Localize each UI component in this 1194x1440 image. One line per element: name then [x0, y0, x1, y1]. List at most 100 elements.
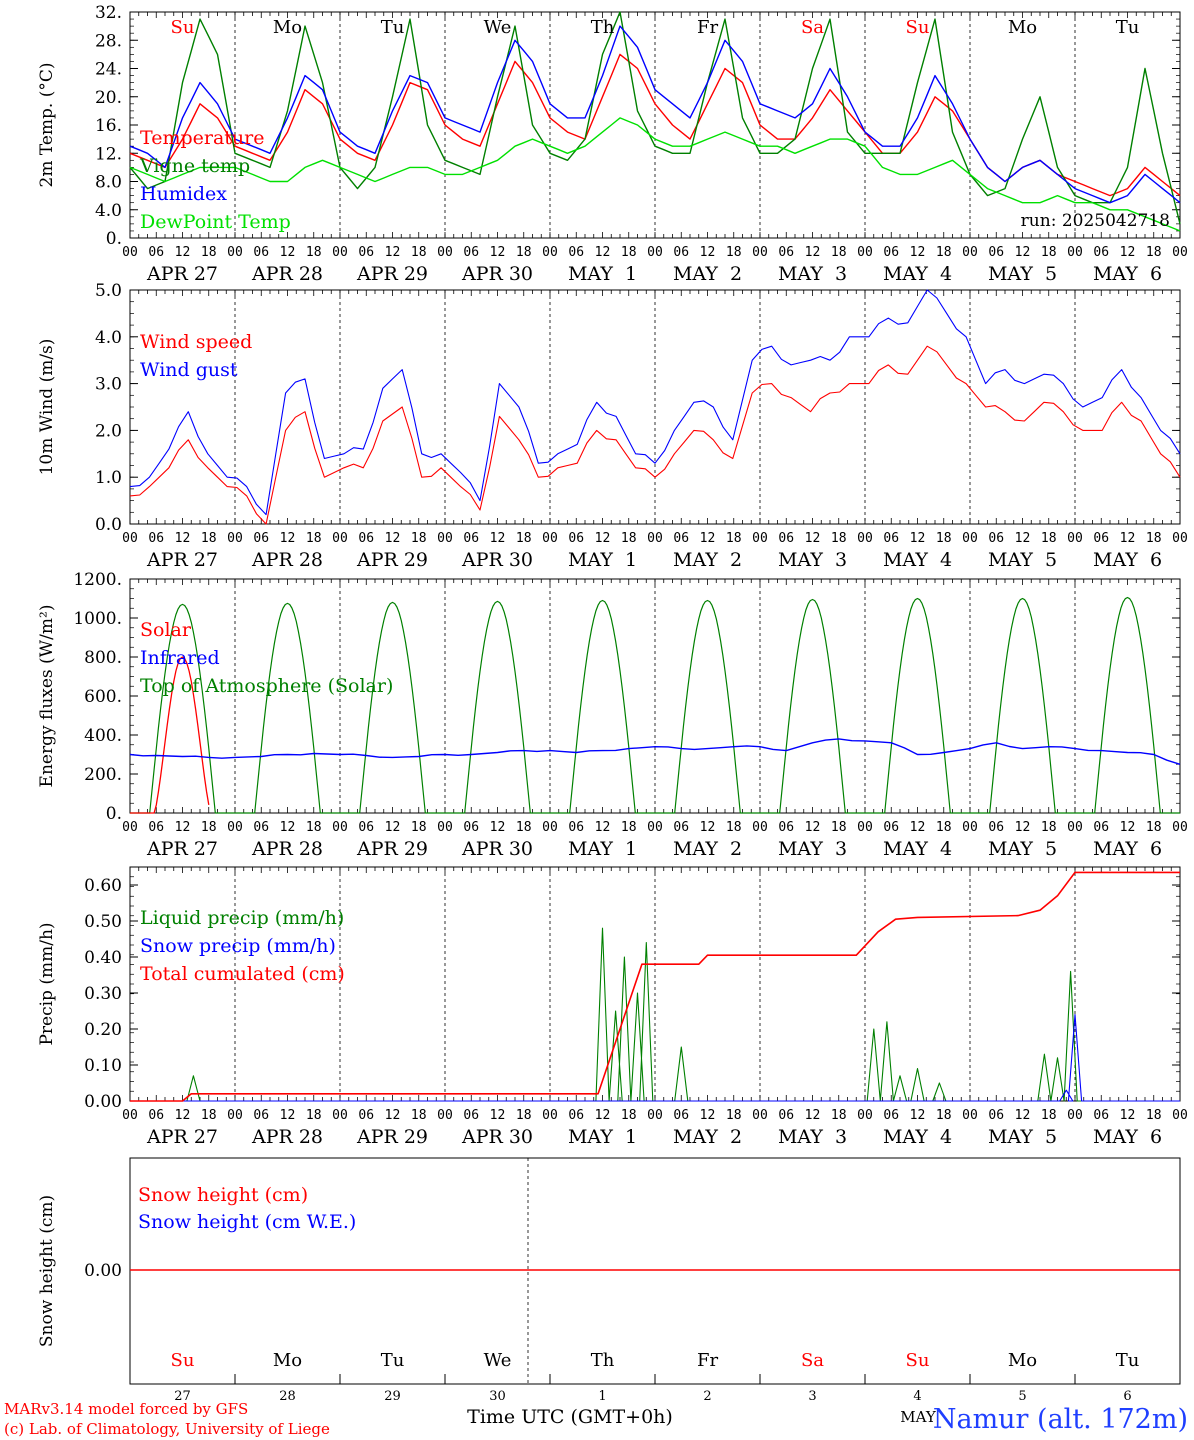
- hour-label: 00: [857, 820, 873, 835]
- day-number: 5: [1018, 1389, 1026, 1404]
- legend-temperature: Temperature: [140, 127, 264, 149]
- legend-snow-height-cm: Snow height (cm): [138, 1184, 308, 1206]
- day-abbrev: Tu: [381, 17, 405, 38]
- hour-label: 06: [148, 245, 164, 260]
- hour-label: 00: [962, 245, 978, 260]
- hour-label: 00: [437, 1108, 453, 1123]
- hour-label: 12: [1120, 531, 1136, 546]
- hour-label: 00: [122, 1108, 138, 1123]
- day-number: 29: [384, 1389, 401, 1404]
- hour-label: 00: [857, 245, 873, 260]
- hour-label: 00: [857, 531, 873, 546]
- hour-label: 18: [621, 820, 637, 835]
- wind-ylabel: 10m Wind (m/s): [37, 339, 57, 476]
- hour-label: 06: [148, 531, 164, 546]
- day-number: 4: [913, 1389, 921, 1404]
- y-tick-label: 4.0: [95, 201, 122, 221]
- date-label: APR 27: [146, 263, 218, 285]
- hour-label: 00: [962, 820, 978, 835]
- hour-label: 12: [805, 1108, 821, 1123]
- day-abbrev: Th: [591, 17, 615, 38]
- series-solar: [130, 656, 210, 814]
- hour-label: 00: [647, 245, 663, 260]
- precip-ylabel: Precip (mm/h): [37, 922, 57, 1045]
- hour-label: 12: [1015, 1108, 1031, 1123]
- day-abbrev: Fr: [697, 1350, 718, 1371]
- date-label: APR 28: [251, 549, 323, 571]
- date-label: APR 27: [146, 1126, 218, 1148]
- hour-label: 18: [516, 820, 532, 835]
- hour-label: 00: [122, 820, 138, 835]
- wind-panel: 00 06 12 18 00 06 12 18 00 06 12 18 00 06 12 18 00 06 12 18…: [37, 281, 1188, 571]
- hour-label: 12: [490, 245, 506, 260]
- date-label: MAY 1: [568, 838, 637, 860]
- hour-label: 06: [778, 1108, 794, 1123]
- y-tick-label: 0.00: [84, 1092, 122, 1112]
- legend-wind-gust: Wind gust: [140, 359, 238, 381]
- hour-label: 06: [988, 820, 1004, 835]
- day-abbrev: Sa: [801, 1350, 824, 1371]
- day-number: 3: [808, 1389, 816, 1404]
- y-tick-label: 12.: [95, 144, 122, 164]
- hour-label: 18: [306, 531, 322, 546]
- hour-label: 00: [752, 1108, 768, 1123]
- hour-label: 00: [1172, 245, 1188, 260]
- hour-label: 00: [122, 245, 138, 260]
- snow-panel: 0.00 Snow height (cm) Snow height (cm) Snow…: [37, 1157, 1181, 1404]
- y-tick-label: 1.0: [95, 468, 122, 488]
- hour-label: 00: [227, 820, 243, 835]
- date-label: MAY 6: [1093, 549, 1162, 571]
- energy-ylabel: Energy fluxes (W/m²): [37, 605, 57, 788]
- hour-label: 12: [175, 820, 191, 835]
- hour-label: 12: [700, 245, 716, 260]
- y-tick-label: 20.: [95, 88, 122, 108]
- hour-label: 18: [1041, 245, 1057, 260]
- hour-label: 18: [1041, 1108, 1057, 1123]
- hour-label: 18: [936, 531, 952, 546]
- y-tick-label: 0.20: [84, 1020, 122, 1040]
- hour-label: 06: [568, 820, 584, 835]
- date-label: APR 29: [356, 549, 428, 571]
- hour-label: 12: [805, 531, 821, 546]
- date-label: APR 27: [146, 549, 218, 571]
- hour-label: 12: [595, 531, 611, 546]
- hour-label: 12: [490, 531, 506, 546]
- y-tick-label: 0.10: [84, 1056, 122, 1076]
- hour-label: 18: [936, 1108, 952, 1123]
- y-tick-label: 2.0: [95, 421, 122, 441]
- hour-label: 06: [673, 245, 689, 260]
- date-label: APR 30: [461, 838, 533, 860]
- legend-snow-precip-mm-h: Snow precip (mm/h): [140, 935, 336, 957]
- hour-label: 12: [1015, 531, 1031, 546]
- date-label: MAY 5: [988, 838, 1057, 860]
- date-label: APR 30: [461, 1126, 533, 1148]
- hour-label: 06: [673, 820, 689, 835]
- hour-label: 12: [280, 1108, 296, 1123]
- hour-label: 18: [936, 820, 952, 835]
- date-label: APR 29: [356, 263, 428, 285]
- hour-label: 18: [621, 1108, 637, 1123]
- day-abbrev: Mo: [1008, 17, 1037, 38]
- day-abbrev: Su: [906, 1350, 930, 1371]
- hour-label: 00: [332, 820, 348, 835]
- hour-label: 18: [201, 245, 217, 260]
- series-total-cumulated: [130, 871, 1180, 1102]
- hour-label: 18: [201, 1108, 217, 1123]
- series-infrared: [129, 738, 1181, 765]
- y-tick-label: 0.60: [84, 876, 122, 896]
- hour-label: 06: [883, 820, 899, 835]
- day-abbrev: Su: [906, 17, 930, 38]
- hour-label: 00: [962, 1108, 978, 1123]
- hour-label: 18: [831, 531, 847, 546]
- hour-label: 06: [1093, 531, 1109, 546]
- y-tick-label: 5.0: [95, 281, 122, 301]
- y-tick-label: 200.: [84, 765, 122, 785]
- hour-label: 06: [883, 245, 899, 260]
- day-number: 30: [489, 1389, 506, 1404]
- hour-label: 12: [1015, 245, 1031, 260]
- hour-label: 12: [1120, 820, 1136, 835]
- hour-label: 00: [227, 1108, 243, 1123]
- legend-liquid-precip-mm-h: Liquid precip (mm/h): [140, 907, 344, 929]
- date-label: MAY 1: [568, 1126, 637, 1148]
- hour-label: 00: [227, 245, 243, 260]
